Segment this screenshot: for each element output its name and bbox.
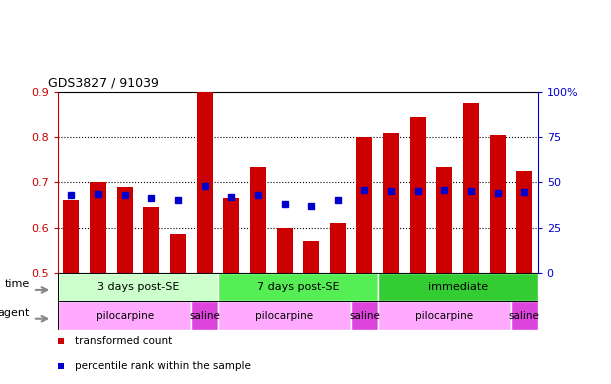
Text: pilocarpine: pilocarpine <box>255 311 313 321</box>
Text: percentile rank within the sample: percentile rank within the sample <box>75 361 251 371</box>
Bar <box>144 207 159 273</box>
Bar <box>197 92 213 273</box>
Bar <box>410 117 426 273</box>
Text: saline: saline <box>189 311 220 321</box>
Bar <box>191 301 218 330</box>
Bar <box>436 167 452 273</box>
Text: time: time <box>5 279 31 289</box>
Bar <box>351 301 378 330</box>
Bar <box>170 234 186 273</box>
Bar <box>64 200 79 273</box>
Bar <box>356 137 373 273</box>
Text: transformed count: transformed count <box>75 336 172 346</box>
Bar <box>117 187 133 273</box>
Text: 7 days post-SE: 7 days post-SE <box>257 282 339 292</box>
Text: GDS3827 / 91039: GDS3827 / 91039 <box>48 76 159 89</box>
Text: 3 days post-SE: 3 days post-SE <box>97 282 179 292</box>
Bar <box>223 198 240 273</box>
Bar <box>383 133 399 273</box>
Bar <box>489 135 506 273</box>
Bar <box>218 273 378 301</box>
Text: immediate: immediate <box>428 282 488 292</box>
Bar <box>516 171 532 273</box>
Bar <box>511 301 538 330</box>
Bar <box>90 182 106 273</box>
Bar <box>58 301 191 330</box>
Text: agent: agent <box>0 308 31 318</box>
Bar <box>378 273 538 301</box>
Text: pilocarpine: pilocarpine <box>95 311 154 321</box>
Text: saline: saline <box>509 311 540 321</box>
Text: pilocarpine: pilocarpine <box>415 311 474 321</box>
Bar <box>250 167 266 273</box>
Bar <box>303 241 319 273</box>
Bar <box>277 227 293 273</box>
Bar <box>330 223 346 273</box>
Bar <box>463 103 479 273</box>
Bar <box>218 301 351 330</box>
Bar <box>378 301 511 330</box>
Bar <box>58 273 218 301</box>
Text: saline: saline <box>349 311 380 321</box>
